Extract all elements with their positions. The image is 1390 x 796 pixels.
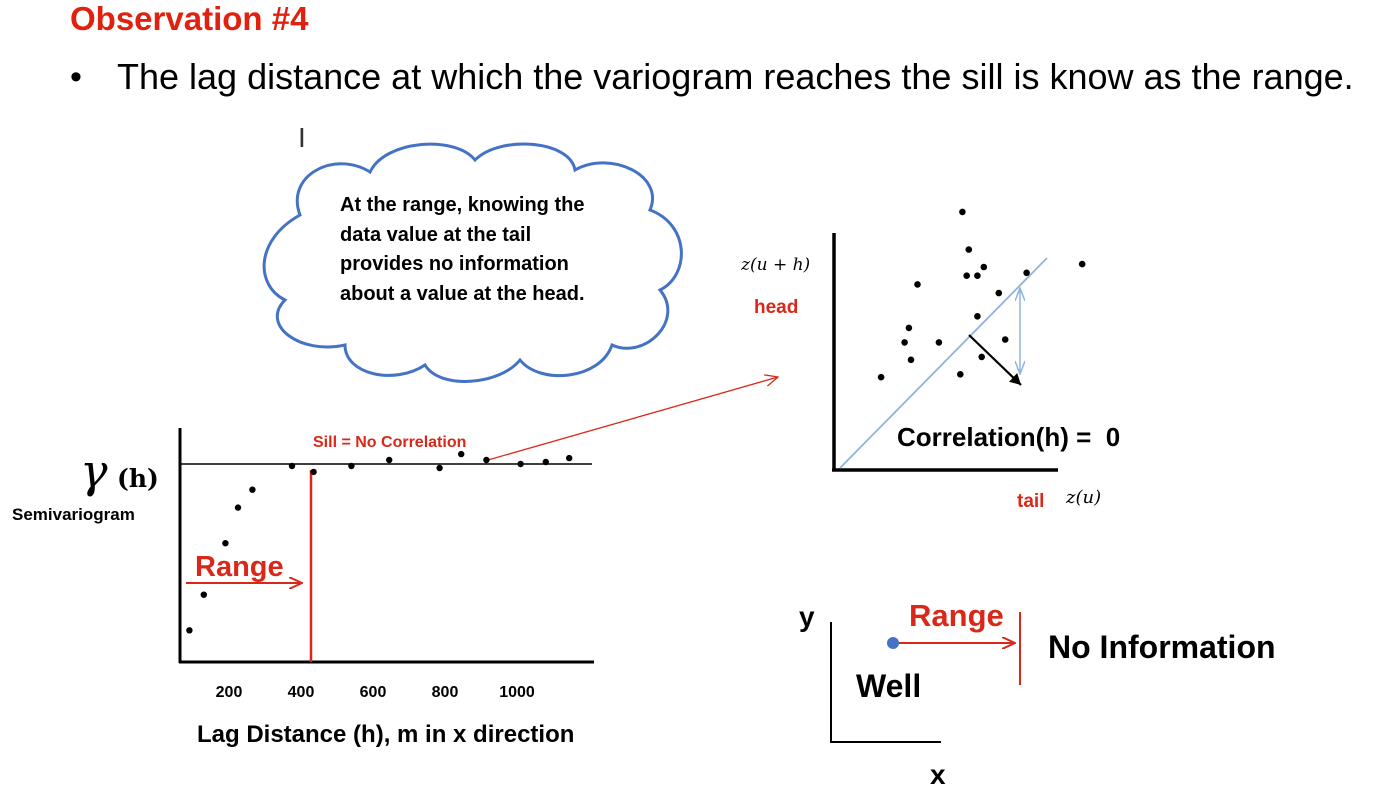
scatter-point: [980, 263, 988, 271]
correlation-text: Correlation(h) = 0: [897, 422, 1120, 452]
scatter-point: [1001, 336, 1009, 343]
bullet-marker: •: [70, 58, 82, 96]
scatter-point: [963, 272, 970, 280]
text-cursor-icon: I: [298, 122, 306, 153]
scatter-point: [978, 353, 985, 361]
x-tick-label: 800: [432, 684, 459, 701]
scatter-point: [901, 339, 908, 346]
x-tick-label: 200: [216, 684, 243, 701]
variogram-point: [436, 464, 443, 472]
well-x-label: x: [930, 759, 946, 790]
sill-to-scatter-arrow: [487, 377, 778, 461]
sill-label: Sill = No Correlation: [313, 434, 466, 451]
no-information-label: No Information: [1048, 629, 1276, 665]
slide-title: Observation #4: [70, 0, 309, 37]
variogram-point: [186, 627, 193, 634]
scatter-point: [974, 313, 981, 320]
x-tick-label: 400: [288, 684, 315, 701]
x-tick-label: 600: [360, 684, 387, 701]
well-range-label: Range: [909, 598, 1004, 633]
scatter-y-label: z(u + h): [740, 255, 810, 275]
variogram-point: [517, 460, 524, 468]
scatter-point: [957, 371, 964, 378]
scatter-point: [959, 208, 966, 216]
semivariogram-chart: 200 400 600 800 1000 Sill = No Correlation R…: [12, 377, 778, 748]
range-label: Range: [195, 551, 284, 583]
variogram-point: [234, 504, 242, 511]
well-diagram: y x Range Well No Information: [799, 598, 1276, 790]
scatter-point: [995, 289, 1003, 297]
well-dot: [887, 637, 899, 649]
deviation-arrow: [968, 334, 1022, 386]
x-axis-label: Lag Distance (h), m in x direction: [197, 721, 574, 748]
scatter-point: [1023, 269, 1030, 277]
variogram-point: [249, 486, 256, 493]
tail-label: tail: [1017, 491, 1044, 512]
variogram-point: [386, 456, 393, 464]
bullet-text: The lag distance at which the variogram …: [117, 56, 1354, 97]
variogram-point: [200, 591, 207, 598]
y-caption: Semivariogram: [12, 505, 135, 524]
one-to-one-line: [839, 257, 1048, 469]
scatter-point: [907, 356, 915, 364]
variogram-point: [348, 462, 355, 470]
variogram-point: [288, 462, 296, 470]
y-symbol: γ: [80, 444, 108, 498]
well-label: Well: [856, 668, 921, 704]
x-tick-label: 1000: [499, 684, 535, 701]
scatter-point: [1078, 260, 1086, 268]
variogram-point: [542, 458, 549, 466]
scatter-point: [877, 373, 885, 381]
scatter-point: [965, 246, 973, 253]
well-y-label: y: [799, 601, 815, 632]
scatter-point: [935, 339, 943, 346]
variogram-point: [483, 456, 490, 464]
head-label: head: [754, 297, 798, 318]
variogram-point: [566, 454, 573, 462]
scatter-point: [914, 281, 921, 288]
scatter-point: [905, 324, 913, 332]
cloud-text: At the range, knowing the data value at …: [340, 194, 585, 305]
variogram-point: [310, 468, 317, 476]
variogram-point: [458, 450, 465, 458]
scatter-point: [974, 272, 981, 280]
h-scatterplot: z(u + h) head Correlation(h) = 0 tail z(…: [740, 208, 1120, 512]
thought-cloud: [262, 142, 683, 383]
y-arg: (h): [117, 464, 159, 493]
scatter-x-label: z(u): [1065, 487, 1101, 508]
variogram-point: [222, 540, 229, 547]
